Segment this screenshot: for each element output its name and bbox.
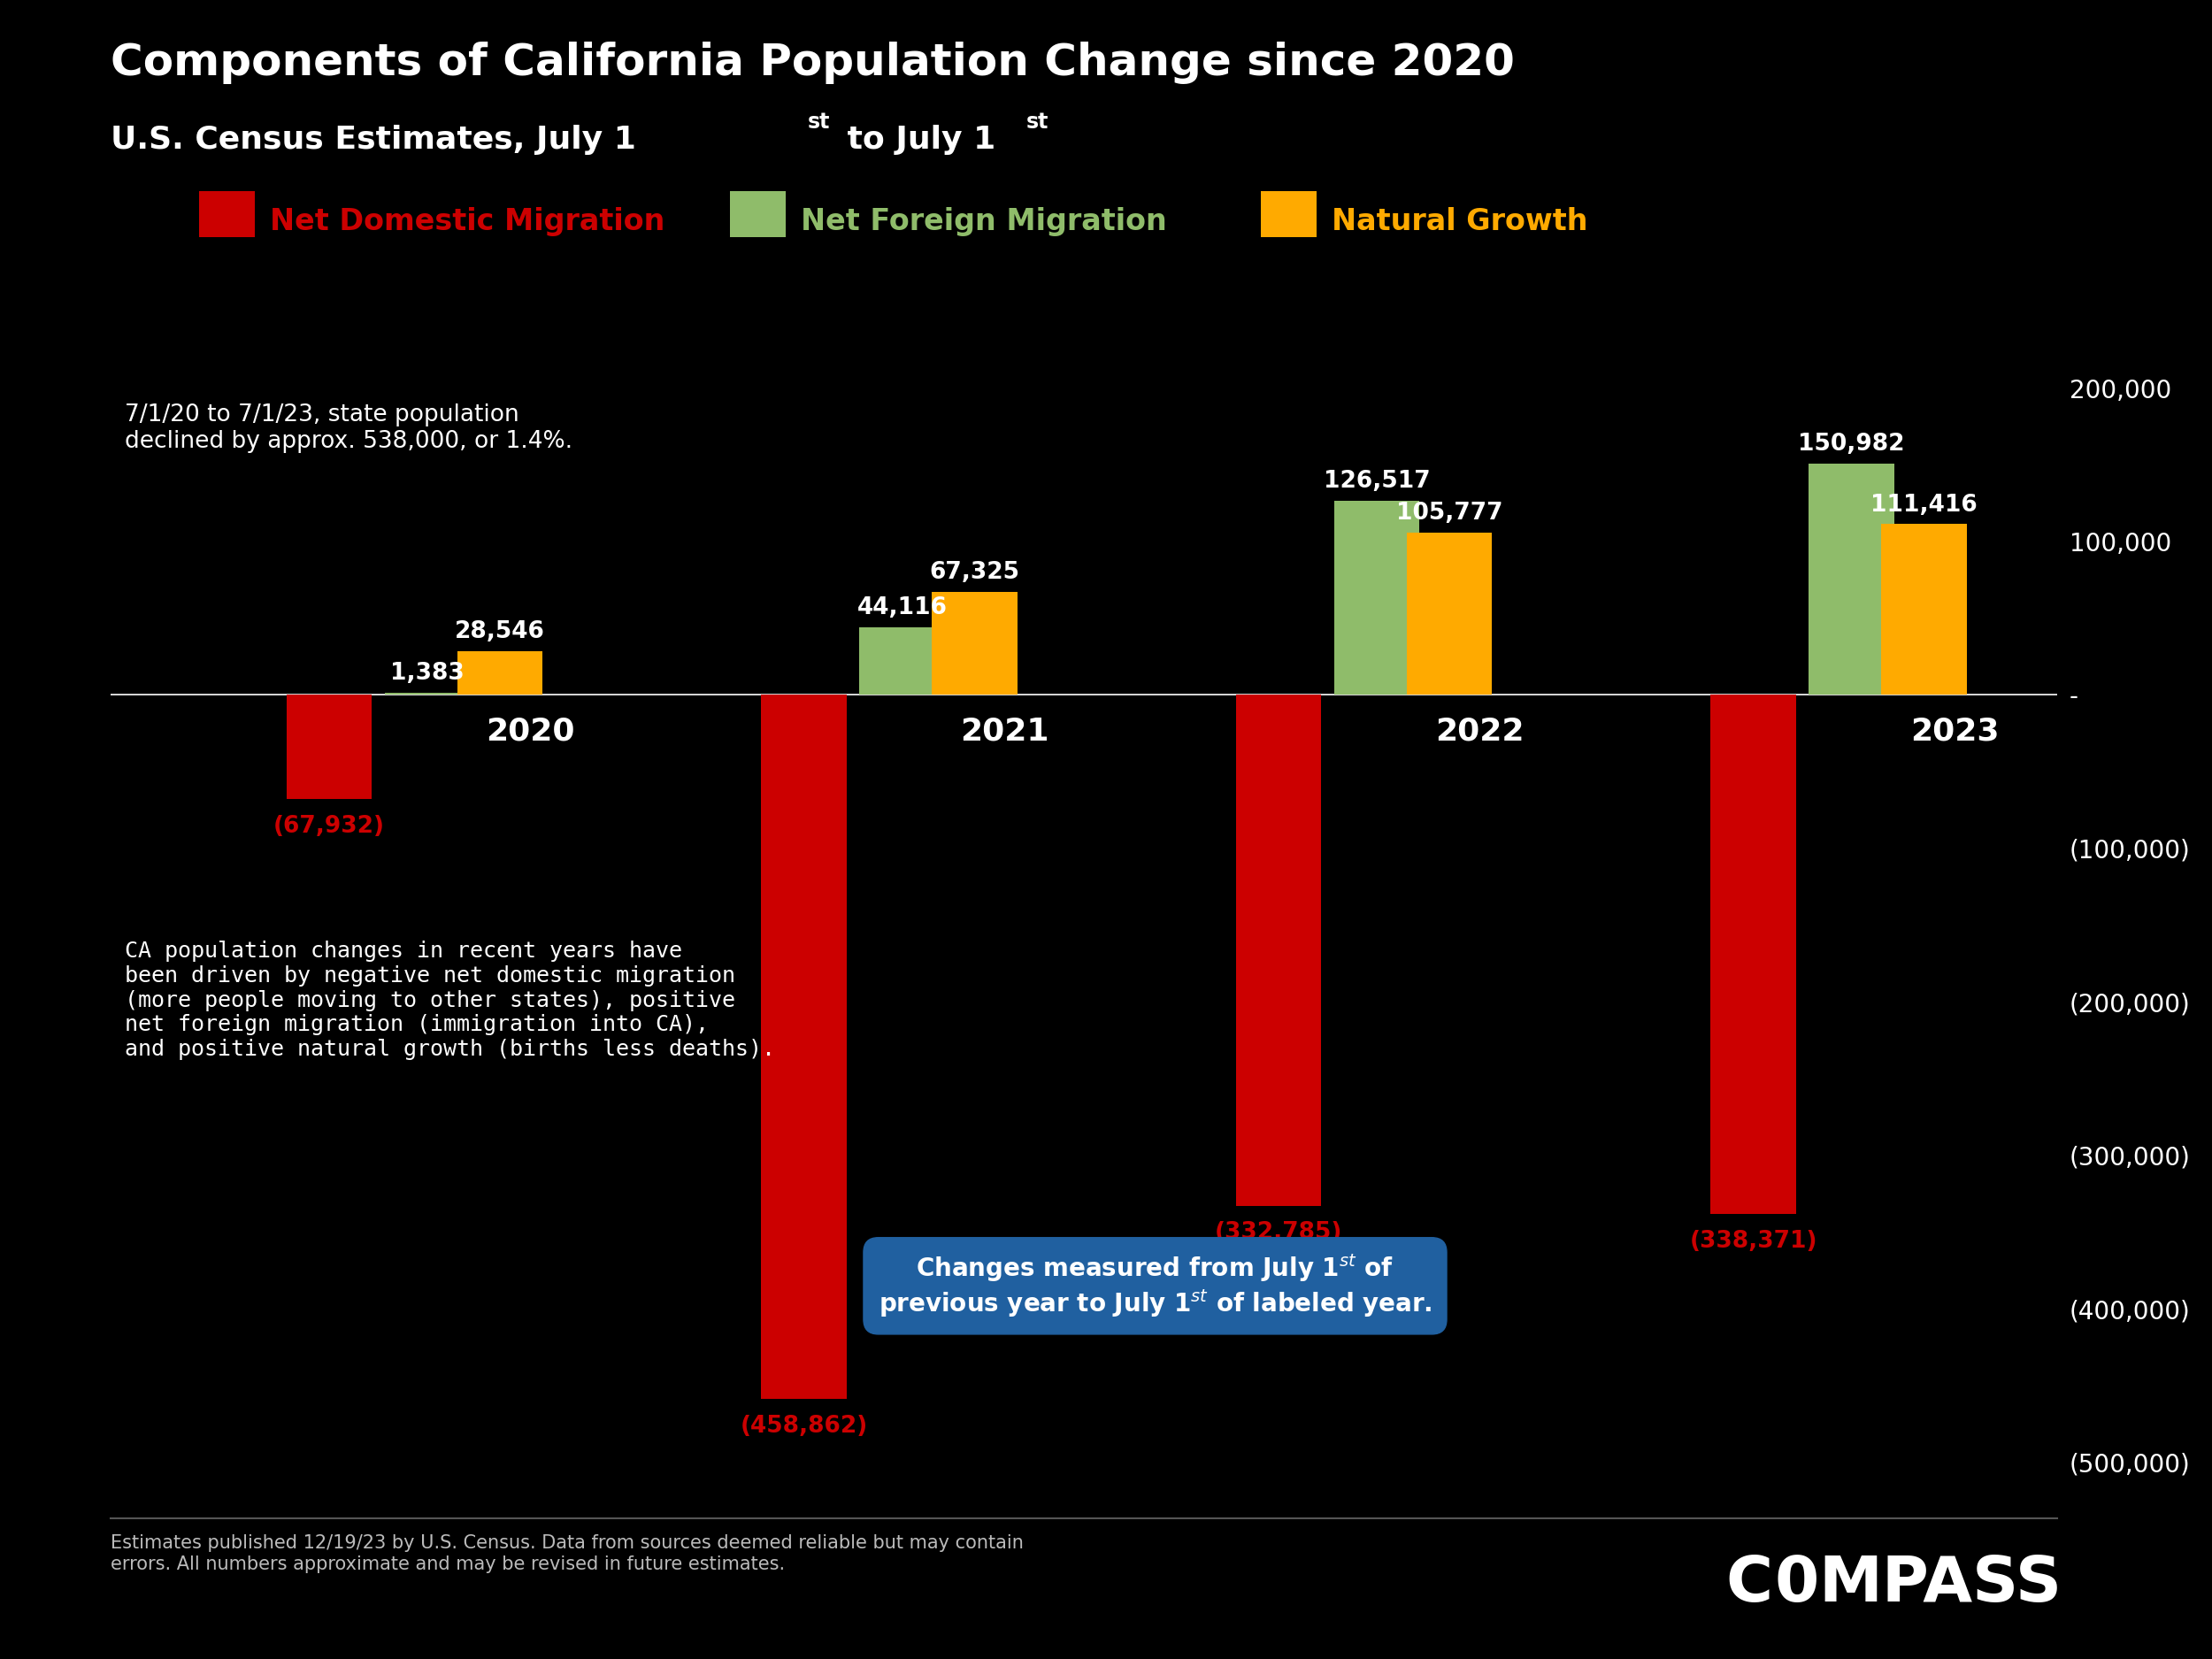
- Bar: [1407, 533, 1493, 695]
- Text: 44,116: 44,116: [856, 597, 947, 619]
- Bar: [285, 695, 372, 800]
- Text: 126,517: 126,517: [1323, 469, 1431, 493]
- Text: 2021: 2021: [960, 717, 1048, 747]
- Bar: [385, 693, 469, 695]
- Bar: [931, 592, 1018, 695]
- Text: Estimates published 12/19/23 by U.S. Census. Data from sources deemed reliable b: Estimates published 12/19/23 by U.S. Cen…: [111, 1535, 1024, 1573]
- Text: 2023: 2023: [1909, 717, 2000, 747]
- Bar: [458, 652, 542, 695]
- Bar: [1710, 695, 1796, 1214]
- Bar: [1809, 463, 1893, 695]
- Text: 67,325: 67,325: [929, 561, 1020, 584]
- Bar: [858, 627, 945, 695]
- Text: 105,777: 105,777: [1396, 503, 1502, 524]
- Text: (338,371): (338,371): [1690, 1229, 1818, 1253]
- Text: 28,546: 28,546: [456, 620, 544, 644]
- Text: U.S. Census Estimates, July 1: U.S. Census Estimates, July 1: [111, 124, 637, 154]
- Text: 150,982: 150,982: [1798, 433, 1905, 456]
- Text: CA population changes in recent years have
been driven by negative net domestic : CA population changes in recent years ha…: [124, 941, 774, 1060]
- Text: Changes measured from July 1$^{st}$ of
previous year to July 1$^{st}$ of labeled: Changes measured from July 1$^{st}$ of p…: [878, 1253, 1431, 1319]
- Text: C: C: [1725, 1554, 1772, 1614]
- Bar: [1334, 501, 1420, 695]
- Text: 1,383: 1,383: [389, 662, 465, 685]
- Text: 7/1/20 to 7/1/23, state population
declined by approx. 538,000, or 1.4%.: 7/1/20 to 7/1/23, state population decli…: [124, 403, 573, 453]
- Text: Net Domestic Migration: Net Domestic Migration: [270, 207, 666, 237]
- Text: Components of California Population Change since 2020: Components of California Population Chan…: [111, 41, 1515, 85]
- Text: to July 1: to July 1: [836, 124, 995, 154]
- Text: st: st: [807, 111, 830, 133]
- Text: (332,785): (332,785): [1214, 1221, 1343, 1244]
- Bar: [1882, 524, 1966, 695]
- Text: 2020: 2020: [487, 717, 575, 747]
- Text: 0: 0: [1774, 1554, 1818, 1614]
- Text: 111,416: 111,416: [1871, 493, 1978, 516]
- Bar: [1237, 695, 1321, 1206]
- Text: (67,932): (67,932): [274, 815, 385, 838]
- Text: st: st: [1026, 111, 1048, 133]
- Text: MPASS: MPASS: [1818, 1554, 2062, 1614]
- Bar: [761, 695, 847, 1399]
- Text: 2022: 2022: [1436, 717, 1524, 747]
- Text: Net Foreign Migration: Net Foreign Migration: [801, 207, 1168, 237]
- Text: Natural Growth: Natural Growth: [1332, 207, 1588, 237]
- Text: (458,862): (458,862): [741, 1415, 867, 1438]
